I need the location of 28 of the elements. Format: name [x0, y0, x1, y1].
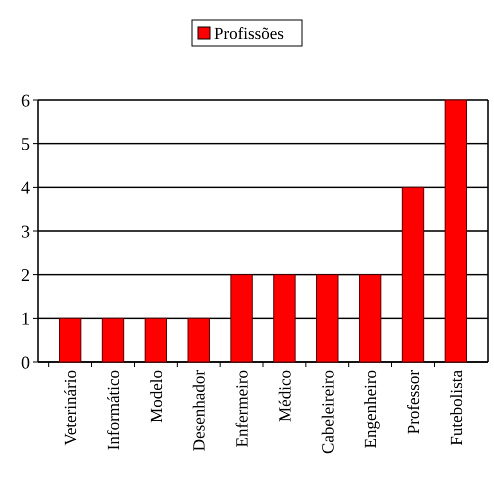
- y-tick-label: 0: [21, 352, 30, 372]
- x-tick-label: Médico: [275, 370, 294, 422]
- x-tick-label: Informático: [104, 370, 123, 450]
- bar: [444, 100, 468, 362]
- x-tick-label: Enfermeiro: [232, 370, 252, 448]
- bar: [402, 186, 424, 362]
- bar: [230, 274, 253, 362]
- y-tick-label: 3: [21, 221, 30, 242]
- legend-label: Profissões: [214, 24, 284, 43]
- x-tick-label: Modelo: [146, 370, 166, 423]
- x-tick-label: Veterinário: [61, 370, 80, 446]
- bar: [273, 274, 296, 362]
- bar: [144, 318, 168, 362]
- bar: [316, 274, 338, 362]
- y-tick-label: 6: [21, 90, 30, 110]
- bar: [188, 318, 210, 362]
- bar: [358, 274, 382, 362]
- x-tick-label: Desenhador: [190, 370, 209, 452]
- y-tick-label: 5: [21, 134, 30, 154]
- x-tick-label: Futebolista: [446, 370, 466, 446]
- x-tick-label: Cabeleireiro: [318, 370, 338, 454]
- y-tick-label: 1: [21, 308, 30, 329]
- x-tick-label: Professor: [404, 370, 423, 434]
- y-tick-label: 2: [21, 264, 30, 285]
- bar: [102, 318, 124, 362]
- x-tick-label: Engenheiro: [361, 370, 380, 448]
- bar: [58, 318, 82, 362]
- y-tick-label: 4: [21, 178, 30, 198]
